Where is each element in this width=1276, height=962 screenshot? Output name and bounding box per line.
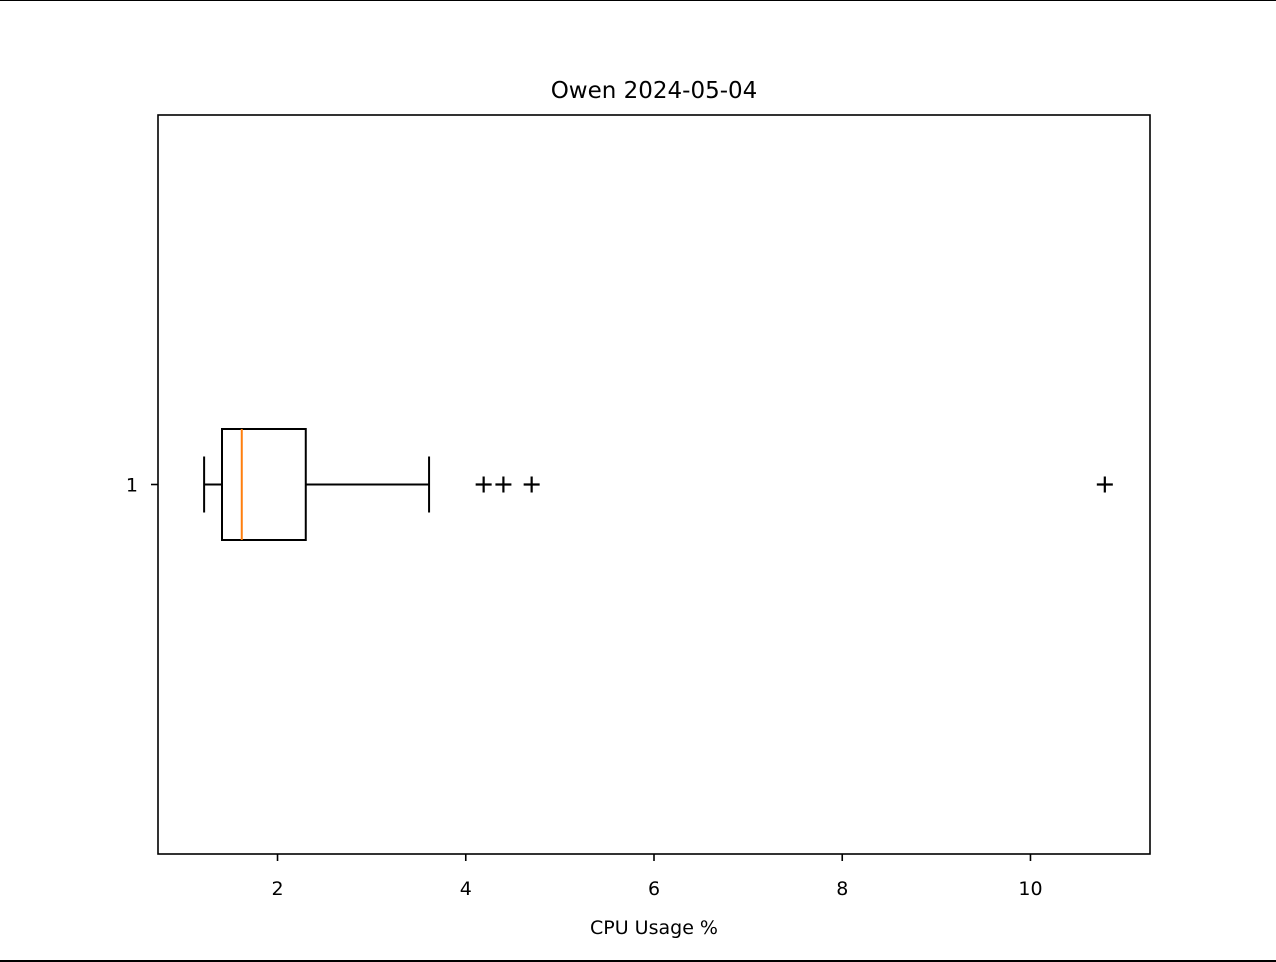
- x-tick-label: 6: [648, 878, 660, 900]
- box-group: [203, 428, 1113, 541]
- x-tick-label: 2: [271, 878, 283, 900]
- x-tick-label: 4: [460, 878, 472, 900]
- x-axis-ticks: 2 4 6 8 10: [271, 854, 1043, 900]
- outlier-point: [495, 476, 512, 493]
- y-tick-label: 1: [126, 475, 138, 497]
- outlier-point: [1096, 476, 1113, 493]
- outlier-point: [523, 476, 540, 493]
- x-tick-label: 10: [1018, 878, 1042, 900]
- y-axis-ticks: 1: [126, 475, 158, 497]
- chart-title: Owen 2024-05-04: [551, 78, 758, 104]
- top-border: [0, 0, 1276, 1]
- outlier-point: [475, 476, 492, 493]
- x-axis-label: CPU Usage %: [590, 917, 718, 939]
- x-tick-label: 8: [836, 878, 848, 900]
- iqr-box: [221, 428, 307, 541]
- bottom-border: [0, 960, 1276, 962]
